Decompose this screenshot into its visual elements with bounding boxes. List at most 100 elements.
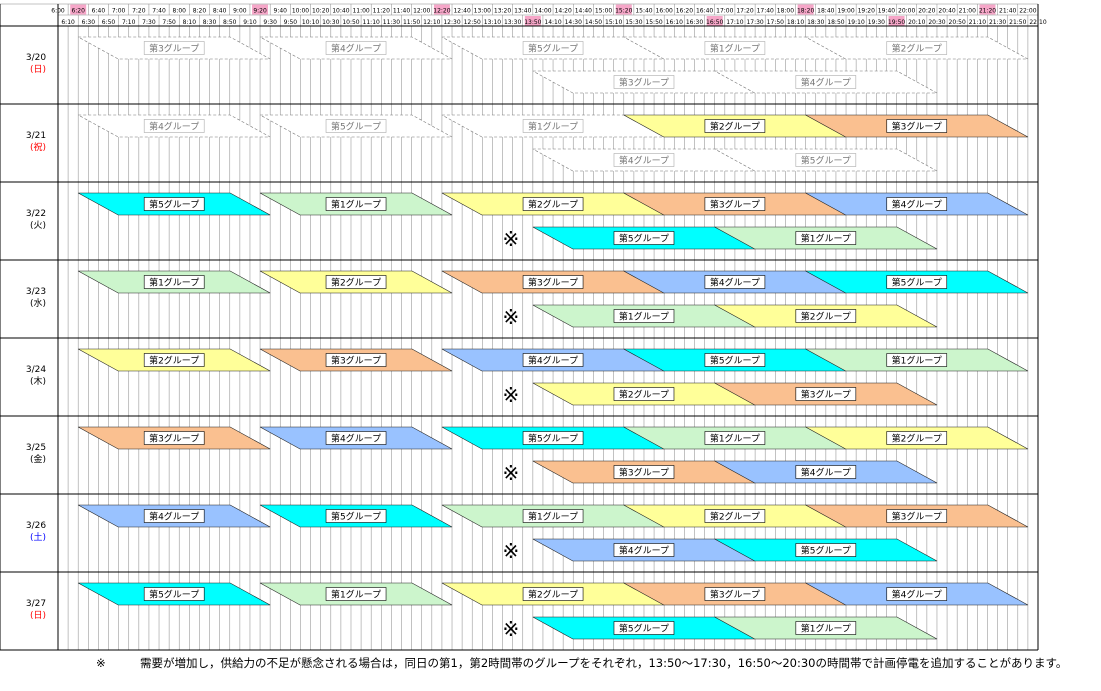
schedule-bar-label: 第5グループ <box>801 545 851 557</box>
schedule-bar: 第2グループ <box>259 270 453 294</box>
header-time-top: 9:20 <box>253 8 267 15</box>
schedule-bar-label: 第5グループ <box>619 623 669 635</box>
header-time-bottom: 8:30 <box>203 19 217 26</box>
header-time-bottom: 21:30 <box>989 19 1006 26</box>
schedule-bar: 第5グループ <box>441 36 665 60</box>
schedule-bar: 第3グループ <box>259 348 453 372</box>
schedule-bar-label: 第1グループ <box>619 311 669 323</box>
schedule-bar-label: 第1グループ <box>528 511 578 523</box>
schedule-bar: 第3グループ <box>441 270 665 294</box>
schedule-bar: 第2グループ <box>623 114 847 138</box>
day-date: 3/21 <box>26 131 46 141</box>
schedule-bar-label-box <box>704 353 766 367</box>
schedule-bar-label: 第4グループ <box>149 511 199 523</box>
header-time-bottom: 13:50 <box>524 19 541 26</box>
header-time-top: 11:20 <box>373 8 390 15</box>
header-highlight-bottom <box>706 16 723 26</box>
schedule-bar-label: 第1グループ <box>801 233 851 245</box>
header-time-top: 8:40 <box>213 8 227 15</box>
schedule-bar: 第5グループ <box>714 148 938 172</box>
schedule-bar: 第1グループ <box>259 582 453 606</box>
schedule-bar: 第4グループ <box>714 70 938 94</box>
header-time-top: 13:20 <box>494 8 511 15</box>
header-time-top: 13:00 <box>474 8 491 15</box>
schedule-bar: 第4グループ <box>78 114 271 138</box>
schedule-bar-label: 第3グループ <box>710 199 760 211</box>
header-time-top: 15:00 <box>595 8 612 15</box>
header-time-bottom: 10:30 <box>322 19 339 26</box>
schedule-bar-label-box <box>704 275 766 289</box>
header-time-top: 18:40 <box>817 8 834 15</box>
schedule-bar: 第3グループ <box>623 192 847 216</box>
header-time-bottom: 7:50 <box>162 19 176 26</box>
header-time-bottom: 10:50 <box>342 19 359 26</box>
header-time-top: 13:40 <box>514 8 531 15</box>
schedule-bar-label-box <box>704 41 766 55</box>
schedule-bar: 第1グループ <box>259 192 453 216</box>
schedule-bar-label: 第3グループ <box>619 77 669 89</box>
header-time-top: 10:20 <box>312 8 329 15</box>
header-time-top: 7:00 <box>112 8 126 15</box>
schedule-bar-label-box <box>143 587 205 601</box>
schedule-bar-label: 第3グループ <box>149 43 199 55</box>
schedule-bar-label: 第1グループ <box>149 277 199 289</box>
schedule-bar-label-box <box>522 119 584 133</box>
header-time-top: 19:40 <box>878 8 895 15</box>
schedule-bar: 第5グループ <box>78 582 271 606</box>
schedule-bar-label-box <box>613 231 675 245</box>
day-date: 3/27 <box>26 599 46 609</box>
schedule-bar: 第4グループ <box>805 192 1029 216</box>
schedule-bar-label-box <box>613 465 675 479</box>
schedule-bar-label-box <box>325 509 387 523</box>
header-time-bottom: 9:10 <box>243 19 257 26</box>
header-time-bottom: 19:50 <box>888 19 905 26</box>
header-time-bottom: 14:10 <box>544 19 561 26</box>
header-time-top: 19:00 <box>837 8 854 15</box>
schedule-bar: 第2グループ <box>805 426 1029 450</box>
schedule-bar-label: 第5グループ <box>528 43 578 55</box>
schedule-bar-label: 第2グループ <box>528 199 578 211</box>
header-time-top: 21:00 <box>959 8 976 15</box>
header-time-bottom: 16:50 <box>706 19 723 26</box>
schedule-bar-label: 第5グループ <box>331 121 381 133</box>
header-highlight-top <box>615 4 632 15</box>
schedule-bar-label: 第5グループ <box>619 233 669 245</box>
schedule-bar-label: 第1グループ <box>331 589 381 601</box>
header-time-bottom: 15:10 <box>605 19 622 26</box>
schedule-bar-label-box <box>795 153 857 167</box>
schedule-bar: 第3グループ <box>532 70 756 94</box>
schedule-bar: 第4グループ <box>259 426 453 450</box>
day-weekday: (土) <box>30 531 46 543</box>
schedule-bar: 第3グループ <box>78 426 271 450</box>
schedule-bar-label-box <box>143 41 205 55</box>
header-time-top: 16:00 <box>656 8 673 15</box>
header-time-bottom: 11:10 <box>363 19 380 26</box>
header-time-top: 11:00 <box>352 8 369 15</box>
schedule-bar-label: 第2グループ <box>710 511 760 523</box>
schedule-bar-label-box <box>325 41 387 55</box>
schedule-bar-label-box <box>795 465 857 479</box>
schedule-bar-label-box <box>613 543 675 557</box>
schedule-bar: 第2グループ <box>805 36 1029 60</box>
header-time-bottom: 6:50 <box>102 19 116 26</box>
schedule-bar-label: 第2グループ <box>619 389 669 401</box>
header-time-top: 10:40 <box>332 8 349 15</box>
schedule-bar-label-box <box>522 587 584 601</box>
schedule-bar-label: 第3グループ <box>710 589 760 601</box>
schedule-bar-label-box <box>522 509 584 523</box>
header-time-top: 18:20 <box>797 8 814 15</box>
schedule-bar-label-box <box>795 387 857 401</box>
header-time-top: 12:40 <box>453 8 470 15</box>
schedule-bar: 第5グループ <box>259 114 453 138</box>
header-time-bottom: 12:30 <box>443 19 460 26</box>
header-time-top: 12:20 <box>433 8 450 15</box>
header-time-bottom: 11:30 <box>383 19 400 26</box>
schedule-bar-label-box <box>704 431 766 445</box>
header-time-bottom: 13:30 <box>504 19 521 26</box>
day-date: 3/23 <box>26 287 46 297</box>
schedule-bar-label-box <box>886 431 948 445</box>
header-time-top: 15:40 <box>635 8 652 15</box>
day-date: 3/26 <box>26 521 46 531</box>
schedule-bar-label: 第5グループ <box>710 355 760 367</box>
schedule-bar-label: 第2グループ <box>892 43 942 55</box>
